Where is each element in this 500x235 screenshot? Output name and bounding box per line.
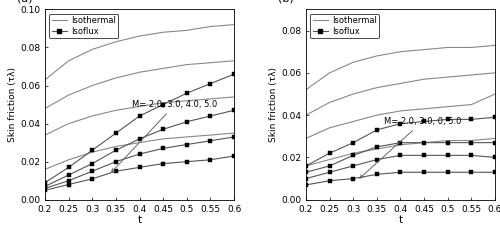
Text: M= 2.0, 3.0, 4.0, 5.0: M= 2.0, 3.0, 4.0, 5.0	[112, 100, 218, 172]
Y-axis label: Skin friction (τλ): Skin friction (τλ)	[8, 67, 17, 142]
Text: (b): (b)	[278, 0, 293, 4]
X-axis label: t: t	[138, 215, 141, 225]
Text: M= 2.0, 3.0, 0, 5.0: M= 2.0, 3.0, 0, 5.0	[360, 117, 462, 178]
Legend: Isothermal, Isoflux: Isothermal, Isoflux	[49, 14, 118, 38]
Y-axis label: Skin friction (τλ): Skin friction (τλ)	[269, 67, 278, 142]
Text: (a): (a)	[16, 0, 32, 4]
Legend: Isothermal, Isoflux: Isothermal, Isoflux	[310, 14, 379, 38]
X-axis label: t: t	[398, 215, 402, 225]
